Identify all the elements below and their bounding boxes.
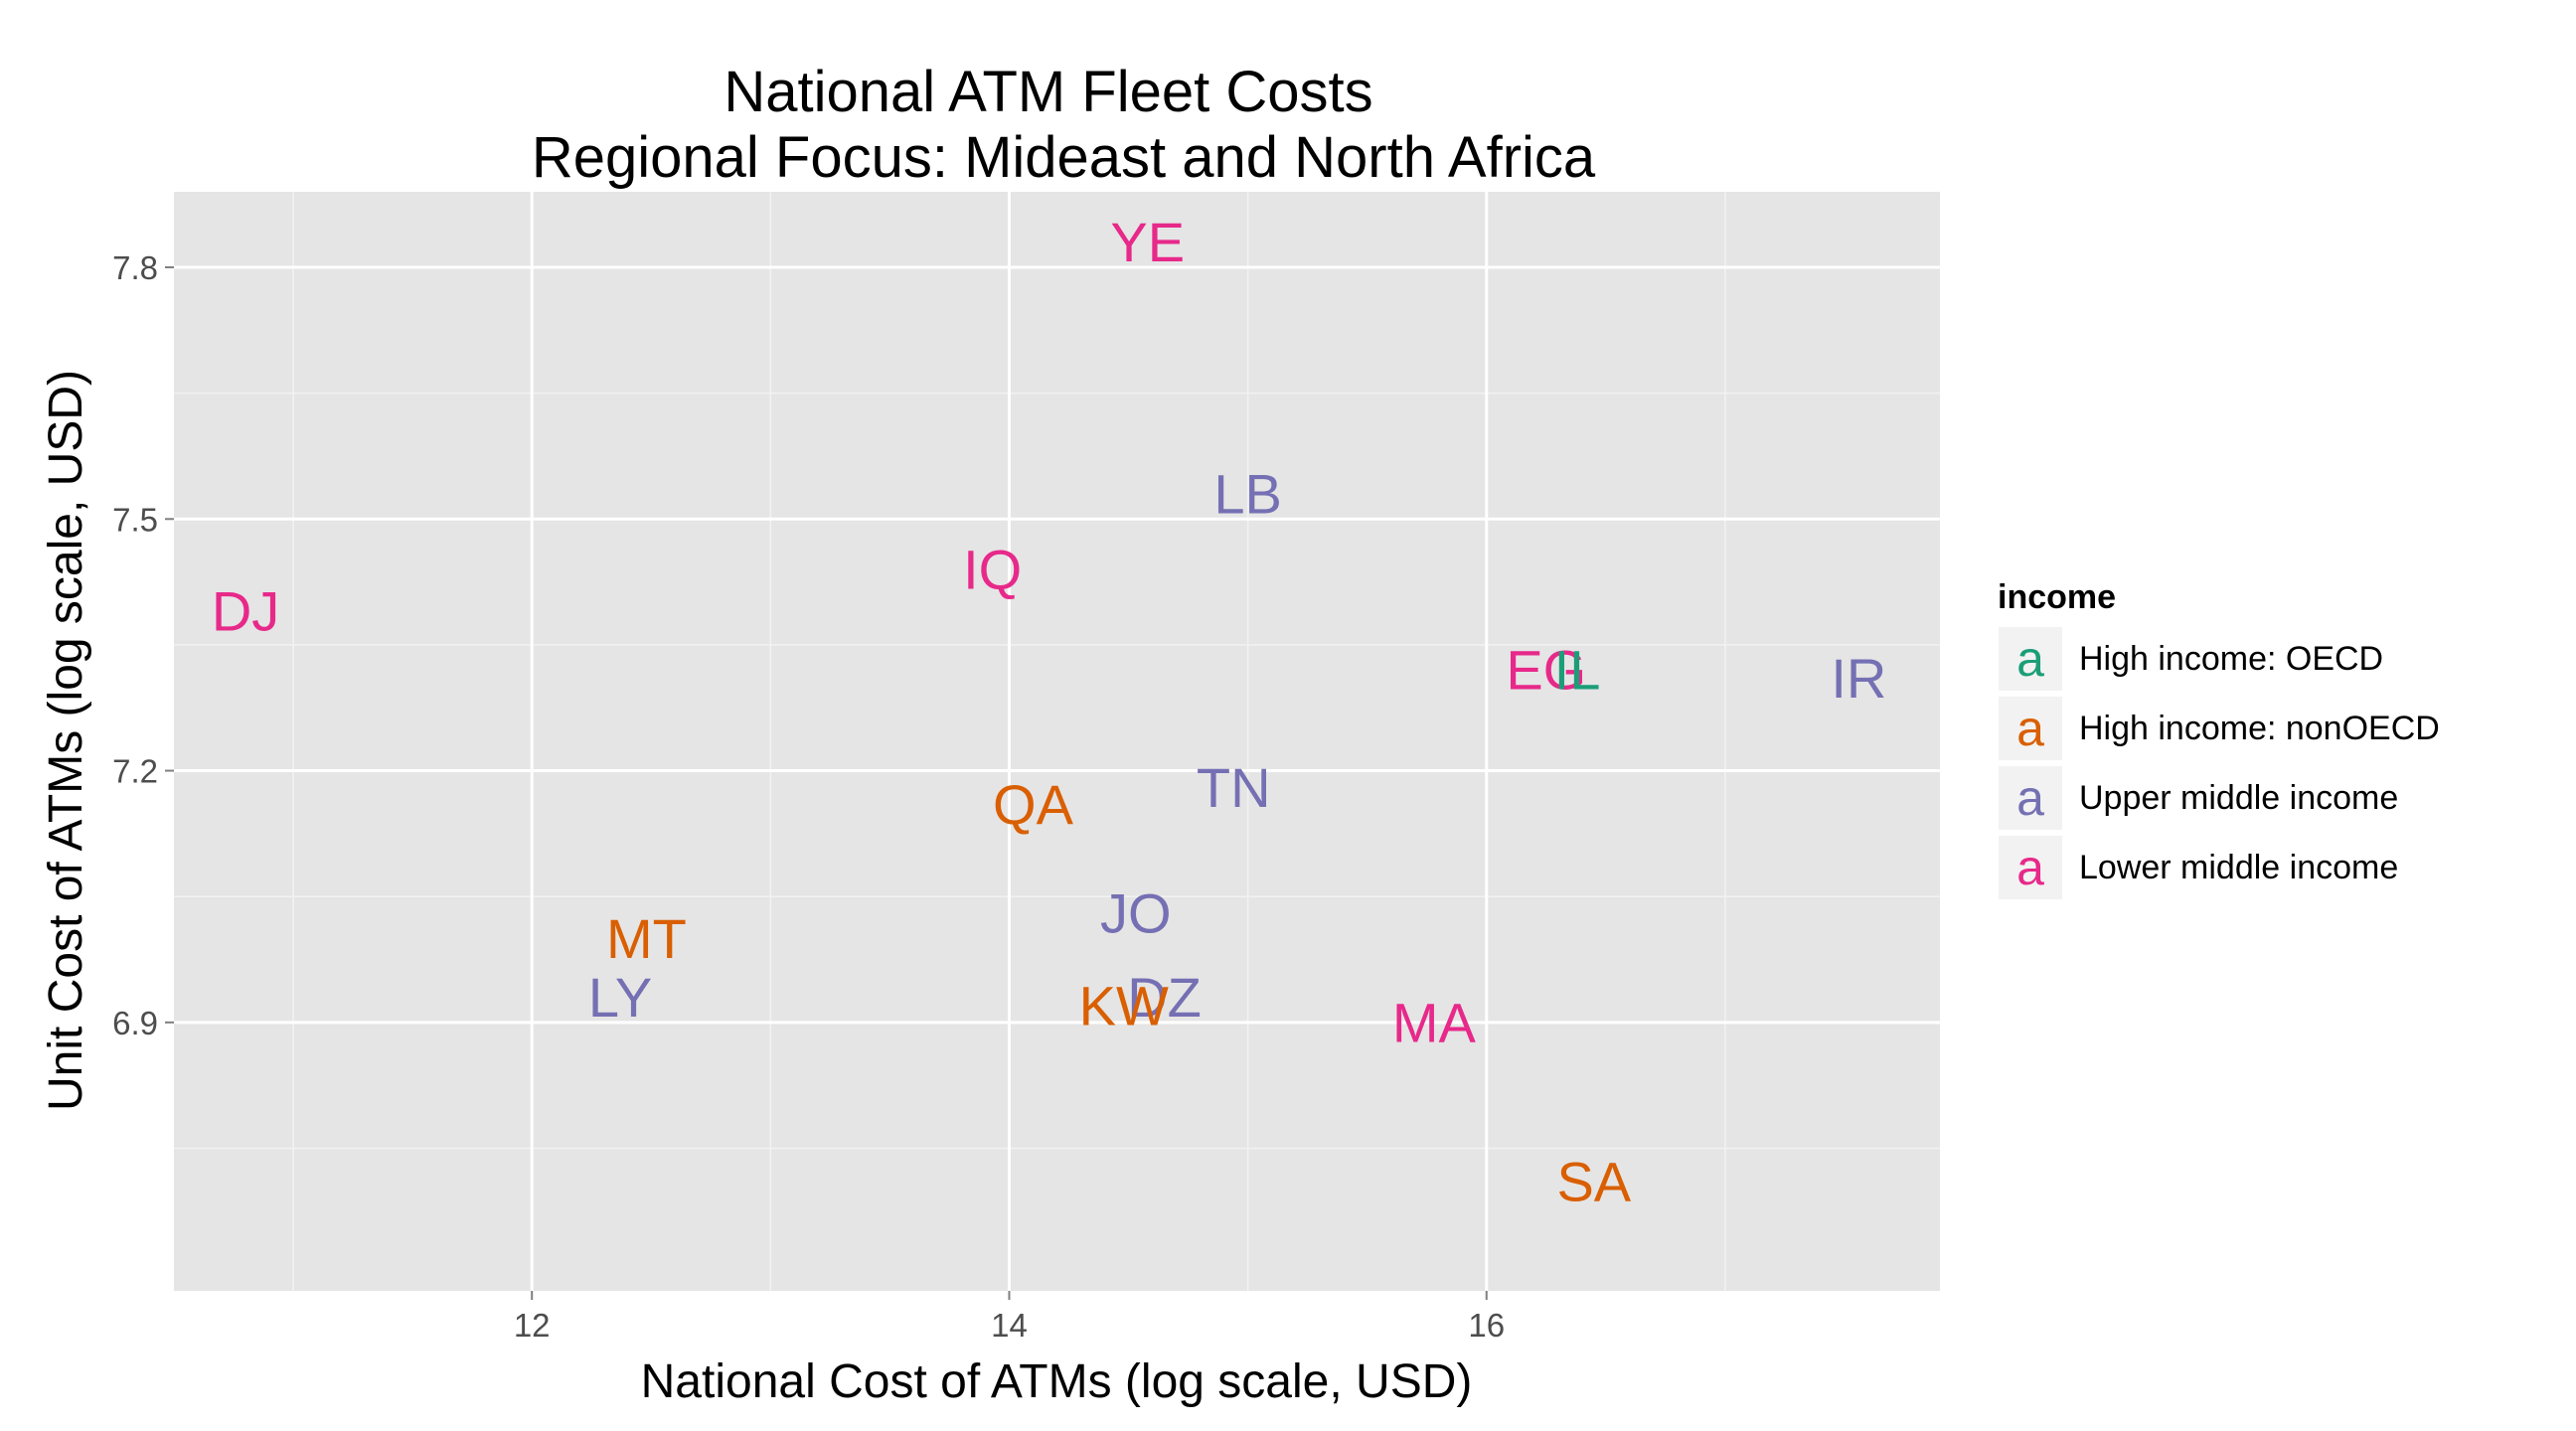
point-ma: MA xyxy=(1392,991,1477,1053)
plot-panel xyxy=(174,192,1940,1291)
y-tick-label: 7.2 xyxy=(112,753,158,790)
grid-major xyxy=(174,192,1940,1291)
legend-key xyxy=(1997,695,2064,762)
point-il: IL xyxy=(1554,639,1601,702)
point-jo: JO xyxy=(1100,882,1172,945)
legend-key-glyph: a xyxy=(2016,840,2044,895)
axis-ticks xyxy=(165,265,1488,1300)
legend-key-glyph: a xyxy=(2016,770,2044,826)
point-ye: YE xyxy=(1110,211,1185,273)
y-tick-label: 7.5 xyxy=(112,501,158,538)
legend-key xyxy=(1997,764,2064,832)
legend-title: income xyxy=(1998,578,2116,616)
legend-label: Lower middle income xyxy=(2079,849,2398,886)
axis-tick-labels: 12 14 16 6.9 7.2 7.5 7.8 xyxy=(112,249,1505,1344)
legend-label: High income: nonOECD xyxy=(2079,710,2440,747)
point-kw: KW xyxy=(1079,974,1169,1036)
point-ir: IR xyxy=(1831,647,1886,710)
point-qa: QA xyxy=(993,773,1074,836)
y-axis-title: Unit Cost of ATMs (log scale, USD) xyxy=(40,370,92,1111)
x-tick-label: 14 xyxy=(991,1307,1028,1344)
legend-key xyxy=(1997,625,2064,693)
point-mt: MT xyxy=(606,907,687,970)
point-eg: EG xyxy=(1506,639,1586,702)
legend-key xyxy=(1997,834,2064,901)
point-iq: IQ xyxy=(963,538,1022,600)
x-tick-label: 16 xyxy=(1468,1307,1505,1344)
point-dz: DZ xyxy=(1127,966,1202,1029)
x-axis-title: National Cost of ATMs (log scale, USD) xyxy=(641,1355,1473,1408)
y-tick-label: 7.8 xyxy=(112,249,158,286)
legend: income a High income: OECD a High income: n… xyxy=(1997,578,2440,901)
point-lb: LB xyxy=(1213,462,1282,525)
point-dj: DJ xyxy=(212,580,279,643)
legend-label: Upper middle income xyxy=(2079,779,2398,817)
x-tick-label: 12 xyxy=(514,1307,551,1344)
chart-title: National ATM Fleet Costs xyxy=(724,60,1372,124)
y-tick-label: 6.9 xyxy=(112,1005,158,1041)
point-tn: TN xyxy=(1197,756,1271,819)
legend-label: High income: OECD xyxy=(2079,640,2383,678)
chart-subtitle: Regional Focus: Mideast and North Africa xyxy=(532,125,1596,190)
legend-key-glyph: a xyxy=(2016,701,2044,756)
point-ly: LY xyxy=(588,966,652,1029)
grid-minor xyxy=(174,192,1940,1291)
point-sa: SA xyxy=(1556,1151,1631,1213)
legend-key-glyph: a xyxy=(2016,631,2044,687)
